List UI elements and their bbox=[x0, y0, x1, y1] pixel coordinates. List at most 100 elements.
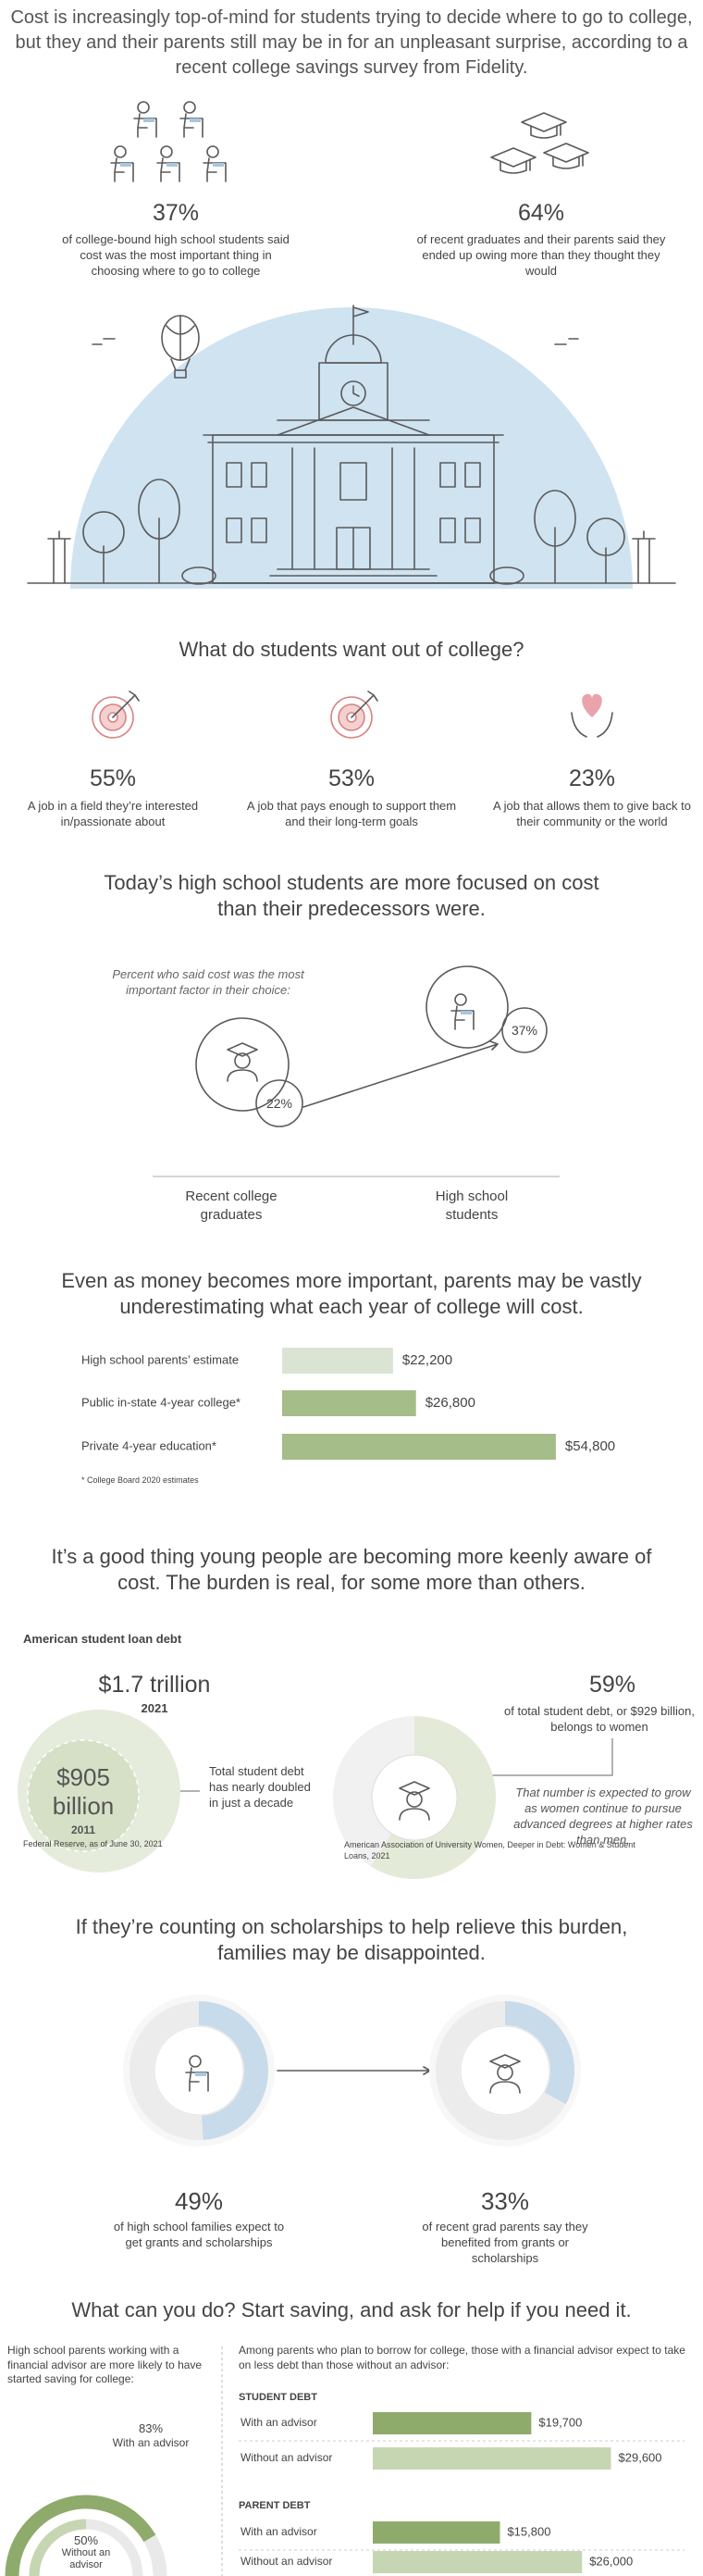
advice-right-text: Among parents who plan to borrow for col… bbox=[239, 2344, 685, 2371]
illustration-shape bbox=[291, 447, 415, 570]
desk-icon bbox=[203, 145, 227, 182]
bar-label: High school parents’ estimate bbox=[81, 1352, 239, 1366]
illustration-shape bbox=[439, 462, 456, 488]
bar-label: Without an advisor bbox=[240, 2555, 332, 2568]
illustration-shape bbox=[439, 517, 456, 543]
illustration-shape bbox=[571, 712, 613, 738]
source: American Association of University Women… bbox=[344, 1840, 635, 1860]
heart-icon bbox=[571, 693, 613, 738]
illustration-shape bbox=[582, 693, 602, 717]
cap-icon bbox=[490, 147, 536, 174]
illustration-shape bbox=[352, 305, 369, 345]
want-value: 53% bbox=[327, 765, 376, 791]
cap-icon bbox=[543, 143, 589, 169]
focus-figures bbox=[153, 965, 560, 1177]
illustration-shape bbox=[277, 406, 430, 436]
footnote: * College Board 2020 estimates bbox=[81, 1475, 199, 1485]
gauge-value: 50% bbox=[73, 2533, 99, 2547]
donut-value: 33% bbox=[480, 2187, 530, 2215]
want-text: A job that allows them to give back to t… bbox=[493, 799, 691, 828]
debt-past: $905 billion bbox=[52, 1763, 115, 1820]
bar bbox=[373, 2521, 500, 2544]
bar bbox=[282, 1390, 416, 1416]
want-text: A job in a field they’re interested in/p… bbox=[27, 799, 199, 828]
desk-icon bbox=[133, 101, 157, 138]
women-value: 59% bbox=[588, 1672, 636, 1698]
bar bbox=[282, 1434, 556, 1460]
desk-icon bbox=[179, 101, 204, 138]
debt-heading: American student loan debt bbox=[23, 1632, 182, 1646]
illustration-shape bbox=[464, 462, 481, 488]
illustration-shape bbox=[255, 1079, 303, 1127]
gauge-label: Without an advisor bbox=[61, 2547, 111, 2570]
debt-year: 2021 bbox=[141, 1701, 168, 1715]
illustration-shape bbox=[352, 385, 360, 397]
group-heading: PARENT DEBT bbox=[239, 2500, 311, 2511]
illustration-shape bbox=[464, 517, 481, 543]
value-label: $54,800 bbox=[565, 1438, 615, 1454]
illustration-shape bbox=[325, 334, 382, 364]
desk-icon bbox=[156, 145, 180, 182]
section-title: If they’re counting on scholarships to h… bbox=[75, 1915, 628, 1964]
illustration-shape bbox=[92, 338, 579, 345]
target-icon bbox=[330, 691, 378, 739]
illustration-shape bbox=[27, 1739, 140, 1852]
donut-text: of recent grad parents say they benefite… bbox=[422, 2220, 588, 2265]
gauge-value: 83% bbox=[138, 2421, 164, 2435]
want-value: 55% bbox=[89, 765, 137, 791]
stat-value: 37% bbox=[152, 200, 200, 226]
value-label: $19,700 bbox=[538, 2415, 582, 2429]
group-heading: STUDENT DEBT bbox=[239, 2392, 317, 2403]
bar bbox=[282, 1348, 393, 1374]
source: Federal Reserve, as of June 30, 2021 bbox=[23, 1839, 163, 1848]
stat-text: of recent graduates and their parents sa… bbox=[416, 232, 666, 278]
focus-label: High school students bbox=[435, 1188, 509, 1223]
illustration-shape bbox=[340, 380, 366, 406]
section-title: Even as money becomes more important, pa… bbox=[61, 1269, 642, 1318]
illustration-shape bbox=[251, 517, 267, 543]
value-label: $26,000 bbox=[589, 2554, 633, 2568]
donut-arc bbox=[198, 2001, 269, 2140]
cap-icon bbox=[521, 112, 567, 139]
gauge-label: With an advisor bbox=[112, 2436, 190, 2449]
illustration-shape bbox=[226, 517, 242, 543]
bar-label: Without an advisor bbox=[240, 2451, 332, 2464]
focus-label: Recent college graduates bbox=[185, 1188, 278, 1223]
donut-arc bbox=[504, 2001, 574, 2105]
desk-icon bbox=[450, 993, 475, 1030]
bar-label: With an advisor bbox=[240, 2525, 317, 2538]
focus-value: 22% bbox=[265, 1096, 293, 1111]
debt-circles bbox=[18, 1710, 613, 1873]
windows bbox=[226, 462, 481, 543]
illustration-shape bbox=[195, 1017, 290, 1112]
illustration-shape bbox=[226, 462, 242, 488]
illustration-shape bbox=[426, 965, 509, 1049]
debt-note: Total student debt has nearly doubled in… bbox=[209, 1764, 311, 1810]
illustration-shape bbox=[170, 358, 191, 379]
women-text: of total student debt, or $929 billion, … bbox=[504, 1704, 695, 1734]
value-label: $15,800 bbox=[507, 2524, 550, 2538]
donut-center bbox=[460, 2025, 550, 2116]
value-label: $29,600 bbox=[619, 2450, 662, 2464]
women-note: That number is expected to grow as women… bbox=[513, 1786, 693, 1847]
value-label: $26,800 bbox=[426, 1395, 475, 1411]
debt-total: $1.7 trillion bbox=[98, 1672, 211, 1698]
want-value: 23% bbox=[568, 765, 616, 791]
illustration-shape bbox=[251, 462, 267, 488]
intro: Cost is increasingly top-of-mind for stu… bbox=[10, 7, 693, 78]
pie-center bbox=[371, 1754, 458, 1841]
gauge-arc bbox=[29, 2519, 87, 2576]
section-title: What do students want out of college? bbox=[179, 638, 524, 661]
gauge-arc bbox=[5, 2495, 156, 2576]
stat-text: of college-bound high school students sa… bbox=[62, 232, 290, 278]
illustration-shape bbox=[339, 462, 367, 501]
school-illustration bbox=[27, 305, 676, 589]
arrow bbox=[277, 2066, 431, 2075]
bar bbox=[373, 2551, 583, 2573]
desk-icon bbox=[110, 145, 134, 182]
bar-label: Private 4-year education* bbox=[81, 1438, 216, 1452]
illustration-shape bbox=[212, 527, 495, 584]
donut-text: of high school families expect to get gr… bbox=[113, 2220, 285, 2249]
illustration-shape bbox=[501, 1007, 548, 1053]
